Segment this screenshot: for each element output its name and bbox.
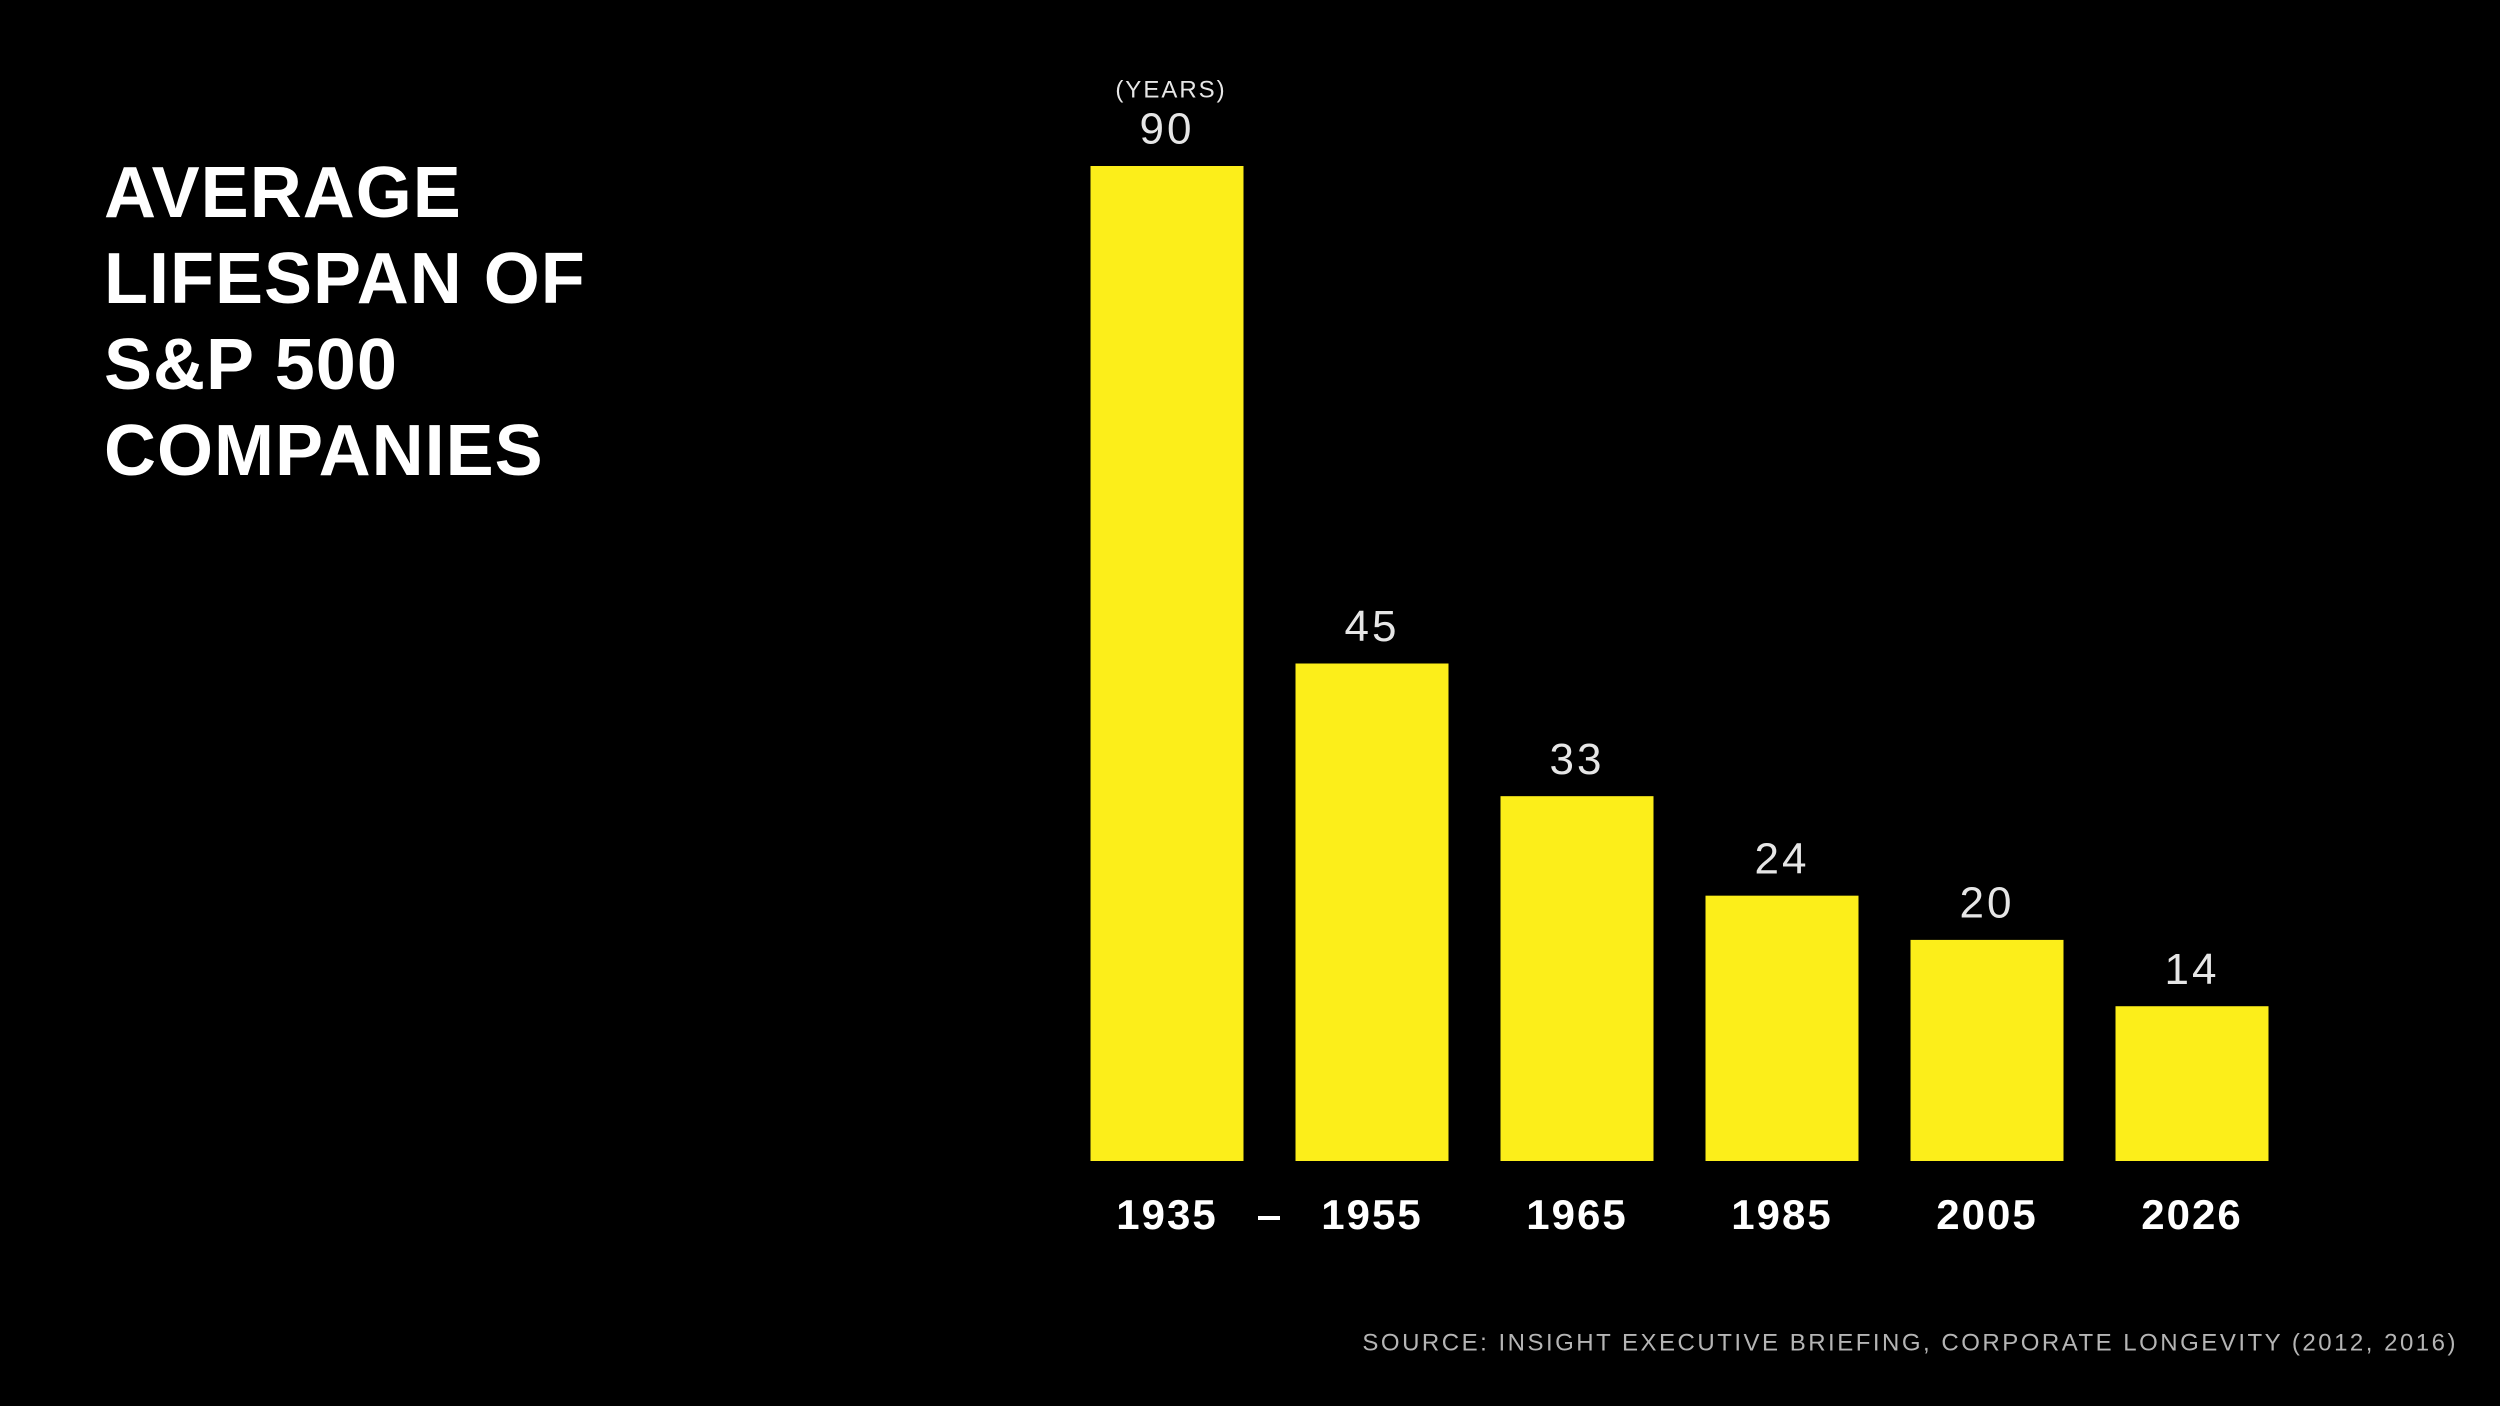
data-label: 33 (1550, 735, 1605, 784)
unit-label: (YEARS) (1115, 76, 1226, 103)
data-label: 24 (1755, 834, 1810, 883)
bar (1090, 166, 1244, 1161)
x-tick-label: 2005 (1936, 1191, 2037, 1238)
x-tick-label: 1985 (1731, 1191, 1832, 1238)
bar (1500, 796, 1654, 1161)
bar (1705, 895, 1859, 1161)
x-tick-label: 1955 (1321, 1191, 1422, 1238)
data-label: 20 (1960, 879, 2015, 928)
bar (1295, 663, 1449, 1161)
x-tick-label: 1965 (1526, 1191, 1627, 1238)
data-label: 90 (1140, 105, 1195, 154)
x-tick-label: 2026 (2141, 1191, 2242, 1238)
source-note: SOURCE: INSIGHT EXECUTIVE BRIEFING, CORP… (1362, 1329, 2458, 1356)
bar (2115, 1006, 2269, 1161)
data-label: 45 (1345, 602, 1400, 651)
chart-title: AVERAGE LIFESPAN OF S&P 500 COMPANIES (104, 153, 586, 491)
bar (1910, 939, 2064, 1161)
x-tick-label: 1935 (1116, 1191, 1217, 1238)
data-label: 14 (2165, 945, 2220, 994)
